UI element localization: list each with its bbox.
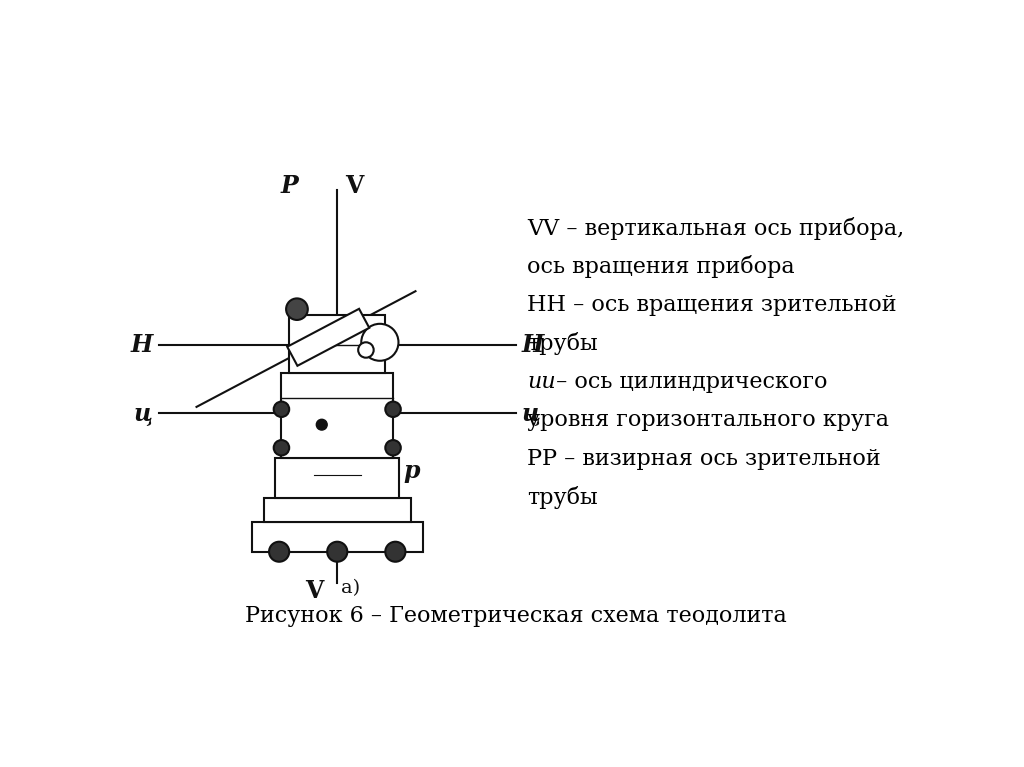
Bar: [252, 522, 423, 551]
Text: а): а): [341, 578, 360, 597]
Bar: [289, 315, 385, 373]
Bar: [282, 373, 393, 458]
Text: НН – ось вращения зрительной: НН – ось вращения зрительной: [527, 294, 897, 316]
Text: трубы: трубы: [527, 486, 598, 509]
Circle shape: [328, 542, 347, 561]
Text: уровня горизонтального круга: уровня горизонтального круга: [527, 410, 889, 431]
Circle shape: [358, 342, 374, 357]
Text: ц: ц: [521, 401, 541, 425]
Circle shape: [273, 440, 289, 456]
Circle shape: [273, 402, 289, 417]
Circle shape: [316, 420, 328, 430]
Text: H: H: [130, 334, 153, 357]
Bar: [287, 309, 370, 366]
Text: Рисунок 6 – Геометрическая схема теодолита: Рисунок 6 – Геометрическая схема теодоли…: [245, 605, 786, 627]
Circle shape: [361, 324, 398, 360]
Text: трубы: трубы: [527, 332, 598, 355]
Bar: [263, 498, 411, 522]
Text: – ось цилиндрического: – ось цилиндрического: [549, 370, 827, 393]
Text: P: P: [281, 173, 298, 198]
Text: ц: ц: [134, 401, 153, 425]
Text: V: V: [305, 578, 324, 603]
Circle shape: [385, 542, 406, 561]
Circle shape: [385, 402, 400, 417]
Text: ось вращения прибора: ось вращения прибора: [527, 255, 795, 278]
Circle shape: [286, 298, 308, 320]
Text: p: p: [403, 459, 420, 483]
Text: V: V: [345, 173, 364, 198]
Text: H: H: [521, 334, 544, 357]
Text: VV – вертикальная ось прибора,: VV – вертикальная ось прибора,: [527, 217, 904, 240]
Circle shape: [269, 542, 289, 561]
Text: ии: ии: [527, 370, 556, 393]
Text: РР – визирная ось зрительной: РР – визирная ось зрительной: [527, 448, 881, 469]
Circle shape: [385, 440, 400, 456]
Bar: [275, 458, 399, 498]
